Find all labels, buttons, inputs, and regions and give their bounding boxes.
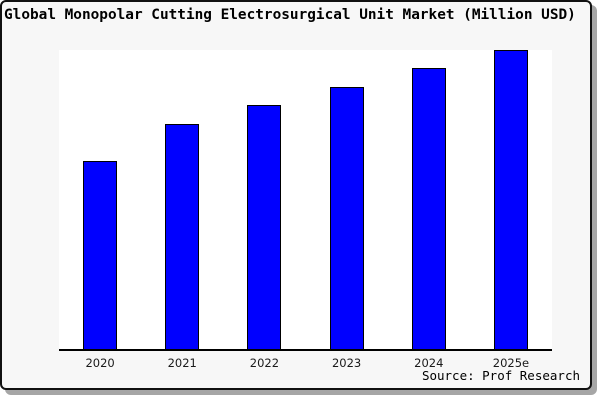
source-note: Source: Prof Research — [421, 368, 580, 383]
x-tick-label-2021: 2021 — [167, 356, 197, 370]
bar-2025e — [493, 50, 528, 349]
chart-title: Global Monopolar Cutting Electrosurgical… — [4, 7, 576, 23]
bar-slot — [306, 50, 388, 349]
bar-2023 — [329, 86, 364, 349]
bar-2024 — [411, 67, 446, 349]
bar-2021 — [165, 123, 200, 349]
x-tick-label-2022: 2022 — [249, 356, 280, 370]
plot-area — [59, 50, 552, 351]
bars-row — [59, 50, 552, 349]
bar-2020 — [83, 160, 118, 349]
bar-slot — [223, 50, 305, 349]
x-tick-label-2020: 2020 — [85, 356, 115, 370]
bar-slot — [388, 50, 470, 349]
bar-slot — [470, 50, 552, 349]
chart-frame: Global Monopolar Cutting Electrosurgical… — [0, 0, 592, 390]
x-tick-label-2024: 2024 — [414, 356, 444, 370]
x-axis-labels: 2020 2021 2022 2023 2024 2025e — [59, 356, 552, 370]
bar-slot — [59, 50, 141, 349]
x-tick-label-2025e: 2025e — [492, 356, 530, 370]
bar-2022 — [247, 104, 282, 349]
bar-slot — [141, 50, 223, 349]
x-tick-label-2023: 2023 — [331, 356, 362, 370]
